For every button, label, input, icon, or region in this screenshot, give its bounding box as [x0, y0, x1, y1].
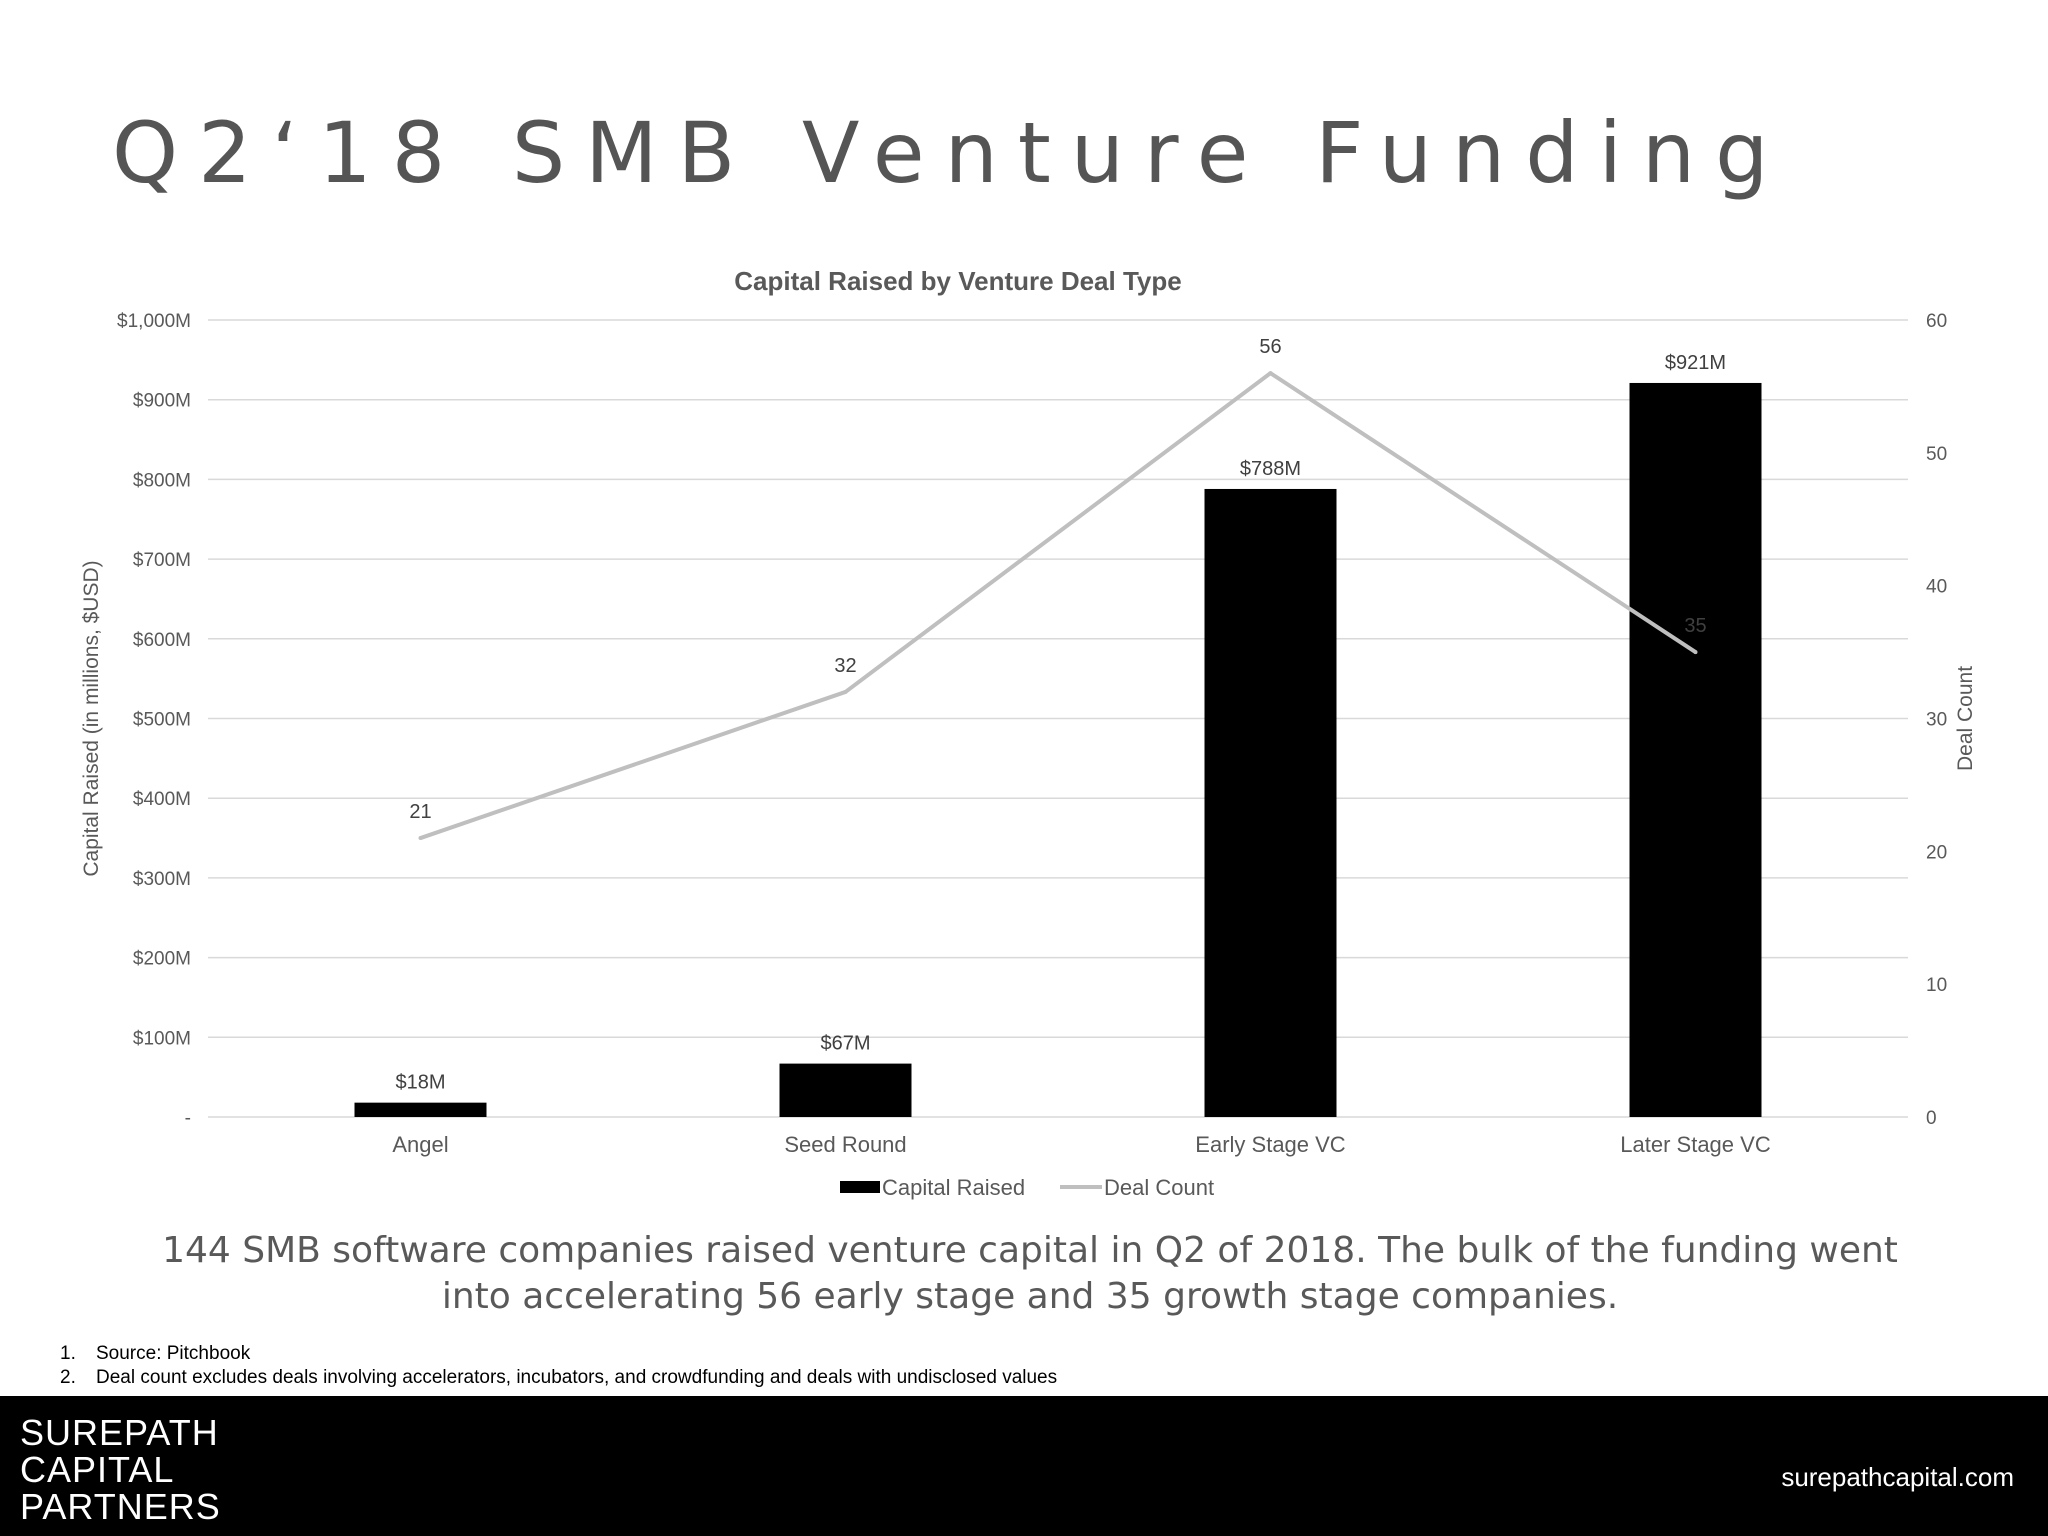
y2-tick-label: 10 — [1926, 975, 1947, 996]
y2-tick-label: 40 — [1926, 577, 1947, 598]
y-tick-label: $300M — [133, 869, 191, 890]
bar-data-label: $67M — [820, 1033, 870, 1055]
footnotes: 1. Source: Pitchbook 2. Deal count exclu… — [60, 1342, 1057, 1390]
y-tick-label: $800M — [133, 470, 191, 491]
footnote-item: 1. Source: Pitchbook — [60, 1342, 1057, 1366]
footer-bar: SUREPATH CAPITAL PARTNERS surepathcapita… — [0, 1396, 2048, 1536]
footnote-number: 2. — [60, 1367, 76, 1388]
y-tick-label: $1,000M — [117, 311, 191, 332]
y-tick-label: $100M — [133, 1028, 191, 1049]
y2-tick-label: 50 — [1926, 444, 1947, 465]
chart-title: Capital Raised by Venture Deal Type — [734, 266, 1181, 296]
y-tick-label: $200M — [133, 949, 191, 970]
summary-text: 144 SMB software companies raised ventur… — [162, 1230, 1898, 1317]
logo-line: PARTNERS — [20, 1486, 221, 1527]
y-tick-label: $500M — [133, 710, 191, 731]
y2-axis-title: Deal Count — [1954, 666, 1977, 771]
page-title: Q2‘18 SMB Venture Funding — [112, 104, 1789, 202]
line-point-deal-count — [843, 689, 848, 694]
line-point-deal-count — [418, 836, 423, 841]
line-deal-count — [419, 371, 1697, 840]
company-logo: SUREPATH CAPITAL PARTNERS — [20, 1414, 221, 1525]
y2-tick-label: 0 — [1926, 1108, 1937, 1129]
bar-capital-raised — [779, 1063, 912, 1117]
legend-label-deal-count: Deal Count — [1104, 1175, 1214, 1200]
legend-swatch-capital-raised — [840, 1181, 880, 1193]
y2-tick-label: 20 — [1926, 842, 1947, 863]
bar-capital-raised — [354, 1102, 487, 1117]
y-tick-label: $700M — [133, 550, 191, 571]
line-point-deal-count — [1268, 371, 1273, 376]
x-tick-label: Early Stage VC — [1195, 1132, 1346, 1157]
y-tick-label: $400M — [133, 789, 191, 810]
y-axis-title: Capital Raised (in millions, $USD) — [80, 560, 103, 876]
line-data-label: 35 — [1684, 615, 1706, 637]
line-point-deal-count — [1693, 650, 1698, 655]
y2-tick-label: 60 — [1926, 311, 1947, 332]
bar-data-label: $18M — [395, 1072, 445, 1094]
y-tick-label: $600M — [133, 630, 191, 651]
footnote-item: 2. Deal count excludes deals involving a… — [60, 1366, 1057, 1390]
y2-tick-label: 30 — [1926, 710, 1947, 731]
bar-data-label: $921M — [1665, 352, 1726, 374]
logo-line: SUREPATH — [20, 1412, 219, 1453]
footnote-number: 1. — [60, 1343, 76, 1364]
line-data-label: 21 — [409, 801, 431, 823]
y-tick-label: - — [185, 1108, 191, 1129]
capital-raised-chart: Capital Raised by Venture Deal Type - $100… — [80, 266, 1977, 1200]
footnote-text: Source: Pitchbook — [96, 1343, 251, 1364]
x-tick-label: Angel — [392, 1132, 448, 1157]
footnote-text: Deal count excludes deals involving acce… — [96, 1367, 1058, 1388]
bar-capital-raised — [1629, 382, 1762, 1117]
logo-line: CAPITAL — [20, 1449, 175, 1490]
bar-capital-raised — [1204, 488, 1337, 1117]
website-link[interactable]: surepathcapital.com — [1781, 1462, 2014, 1492]
x-tick-label: Later Stage VC — [1620, 1132, 1771, 1157]
y-tick-label: $900M — [133, 391, 191, 412]
x-tick-label: Seed Round — [784, 1132, 906, 1157]
line-data-label: 56 — [1259, 336, 1281, 358]
legend-label-capital-raised: Capital Raised — [882, 1175, 1025, 1200]
bar-data-label: $788M — [1240, 458, 1301, 480]
line-data-label: 32 — [834, 655, 856, 677]
